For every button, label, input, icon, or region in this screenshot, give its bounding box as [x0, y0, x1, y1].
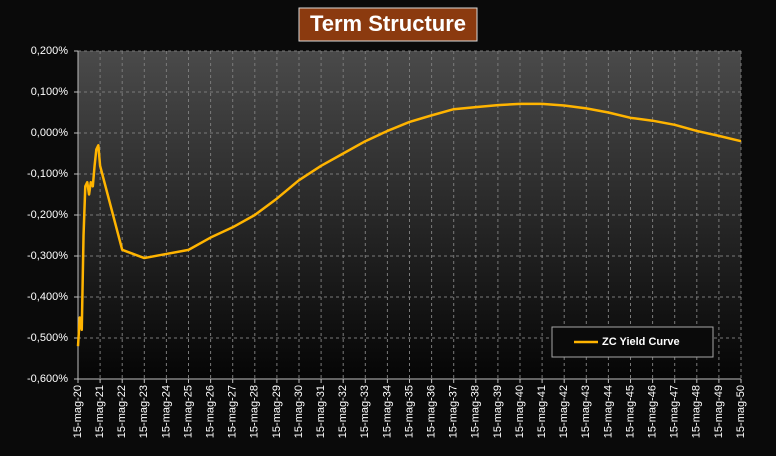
- x-tick-label: 15-mag-50: [735, 385, 747, 438]
- x-tick-label: 15-mag-27: [227, 385, 239, 438]
- x-tick-label: 15-mag-20: [72, 385, 84, 438]
- x-tick-label: 15-mag-49: [713, 385, 725, 438]
- x-tick-label: 15-mag-48: [691, 385, 703, 438]
- x-tick-label: 15-mag-28: [249, 385, 261, 438]
- y-tick-label: -0,200%: [27, 209, 68, 221]
- x-tick-label: 15-mag-39: [492, 385, 504, 438]
- x-tick-label: 15-mag-38: [470, 385, 482, 438]
- title-box: [298, 7, 478, 42]
- x-tick-label: 15-mag-41: [536, 385, 548, 438]
- x-tick-label: 15-mag-25: [182, 385, 194, 438]
- x-tick-label: 15-mag-22: [116, 385, 128, 438]
- x-tick-label: 15-mag-33: [359, 385, 371, 438]
- x-tick-label: 15-mag-23: [138, 385, 150, 438]
- y-tick-label: -0,500%: [27, 332, 68, 344]
- x-tick-label: 15-mag-37: [448, 385, 460, 438]
- y-tick-label: -0,400%: [27, 291, 68, 303]
- x-tick-label: 15-mag-30: [293, 385, 305, 438]
- x-tick-label: 15-mag-31: [315, 385, 327, 438]
- x-tick-label: 15-mag-40: [514, 385, 526, 438]
- y-tick-label: 0,200%: [31, 45, 69, 57]
- x-tick-label: 15-mag-42: [558, 385, 570, 438]
- x-tick-label: 15-mag-43: [580, 385, 592, 438]
- x-tick-label: 15-mag-24: [160, 385, 172, 438]
- x-tick-label: 15-mag-36: [426, 385, 438, 438]
- y-tick-label: -0,600%: [27, 373, 68, 385]
- x-tick-label: 15-mag-35: [403, 385, 415, 438]
- x-tick-label: 15-mag-44: [602, 385, 614, 438]
- x-tick-label: 15-mag-32: [337, 385, 349, 438]
- y-tick-label: -0,300%: [27, 250, 68, 262]
- x-tick-label: 15-mag-26: [205, 385, 217, 438]
- y-tick-label: 0,100%: [31, 86, 69, 98]
- x-tick-label: 15-mag-29: [271, 385, 283, 438]
- y-tick-label: 0,000%: [31, 127, 69, 139]
- x-tick-label: 15-mag-34: [381, 385, 393, 438]
- x-tick-label: 15-mag-21: [94, 385, 106, 438]
- x-tick-label: 15-mag-45: [624, 385, 636, 438]
- x-tick-label: 15-mag-47: [669, 385, 681, 438]
- chart-title: Term Structure: [310, 11, 466, 36]
- y-tick-label: -0,100%: [27, 168, 68, 180]
- x-tick-label: 15-mag-46: [647, 385, 659, 438]
- data-line: [76, 102, 742, 347]
- legend-label: ZC Yield Curve: [602, 336, 680, 348]
